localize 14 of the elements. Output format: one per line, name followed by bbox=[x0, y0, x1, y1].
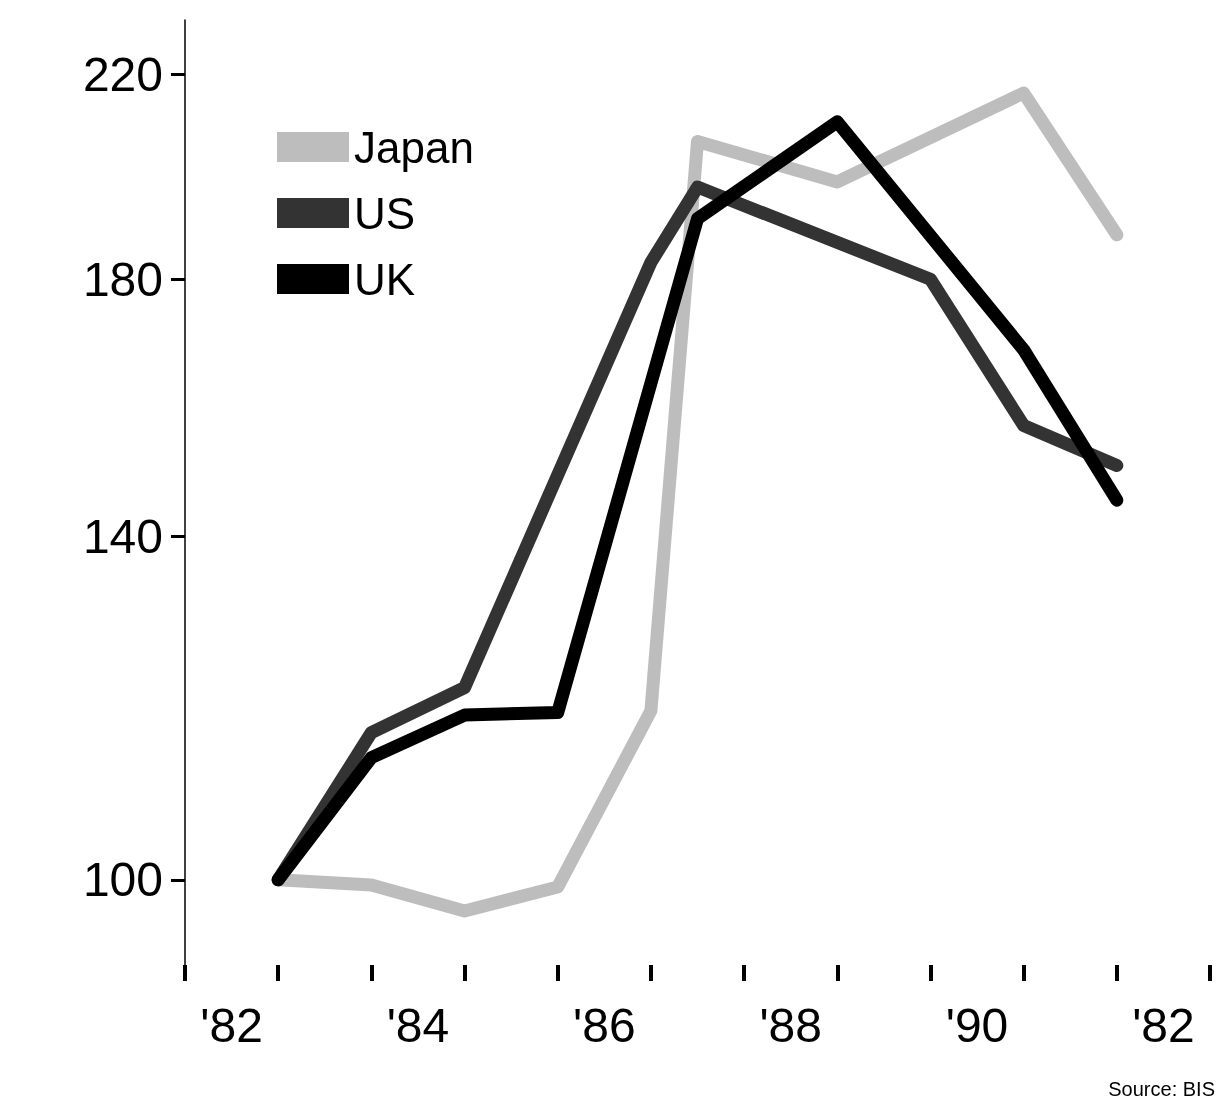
y-tick-label: 100 bbox=[82, 853, 163, 907]
x-tick-label: '90 bbox=[945, 998, 1009, 1052]
y-tick-label: 220 bbox=[82, 47, 163, 101]
source-note: Source: BIS bbox=[1108, 1078, 1215, 1100]
x-tick-label: '82 bbox=[1132, 998, 1195, 1052]
legend-label: Japan bbox=[354, 122, 474, 172]
x-tick-label: '86 bbox=[573, 998, 636, 1052]
y-tick-label: 140 bbox=[82, 509, 163, 563]
legend-label: UK bbox=[354, 254, 416, 304]
legend-label: US bbox=[354, 188, 416, 238]
x-tick-label: '82 bbox=[200, 998, 263, 1052]
y-tick-label: 180 bbox=[82, 252, 163, 306]
x-tick-label: '84 bbox=[386, 998, 450, 1052]
x-tick-label: '88 bbox=[759, 998, 822, 1052]
